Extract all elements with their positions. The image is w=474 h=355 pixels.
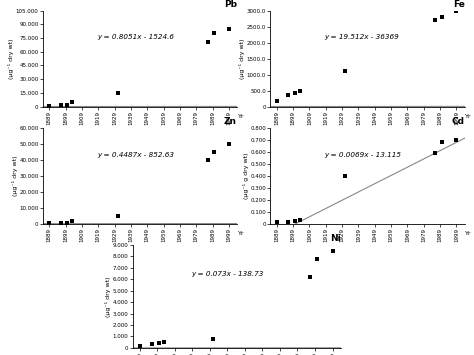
Point [204,157,211,163]
Point [210,31,218,36]
Text: Cd: Cd [452,117,465,126]
Point [341,69,349,74]
Y-axis label: (μg⁻¹ g dry wt): (μg⁻¹ g dry wt) [243,153,249,199]
Point [155,340,163,346]
Point [46,104,53,109]
Point [438,139,446,145]
Point [64,220,71,225]
Point [453,137,460,143]
Text: Ni: Ni [330,234,341,243]
Point [225,141,233,147]
Point [284,220,292,225]
Point [210,336,217,342]
Text: Pb: Pb [224,0,237,9]
Y-axis label: (μg⁻¹ dry wt): (μg⁻¹ dry wt) [105,276,111,317]
Text: y = 0.073x - 138.73: y = 0.073x - 138.73 [191,271,264,277]
Text: Yr: Yr [465,231,472,236]
Text: y = 0.0069x - 13.115: y = 0.0069x - 13.115 [325,152,401,158]
Point [341,173,349,179]
Point [204,39,211,44]
Point [46,220,53,226]
Point [273,220,281,225]
Point [306,274,313,280]
Y-axis label: (μg⁻¹ dry wt): (μg⁻¹ dry wt) [9,38,14,79]
Point [68,99,76,105]
Point [296,217,303,223]
Point [313,256,320,262]
Text: Fe: Fe [453,0,465,9]
Point [284,93,292,98]
Point [431,150,439,156]
Y-axis label: (μg⁻¹ dry wt): (μg⁻¹ dry wt) [12,155,18,196]
Point [68,218,76,224]
Text: y = 0.8051x - 1524.6: y = 0.8051x - 1524.6 [97,34,174,40]
Point [291,90,299,96]
Text: Zn: Zn [224,117,237,126]
Point [161,339,168,345]
Text: Yr: Yr [465,114,472,119]
Point [438,14,446,20]
Point [57,103,64,108]
Text: y = 0.4487x - 852.63: y = 0.4487x - 852.63 [97,152,174,158]
Text: Yr: Yr [238,114,244,119]
Point [64,102,71,108]
Point [114,90,121,95]
Point [296,88,303,94]
Y-axis label: (μg⁻¹ dry wt): (μg⁻¹ dry wt) [239,38,246,79]
Point [148,342,156,347]
Point [225,26,233,32]
Point [291,218,299,224]
Point [210,149,218,155]
Point [431,17,439,23]
Point [136,343,144,349]
Point [273,98,281,104]
Point [453,8,460,13]
Point [114,214,121,219]
Point [57,220,64,226]
Text: y = 19.512x - 36369: y = 19.512x - 36369 [325,34,400,40]
Text: Yr: Yr [238,231,244,236]
Point [329,248,337,253]
